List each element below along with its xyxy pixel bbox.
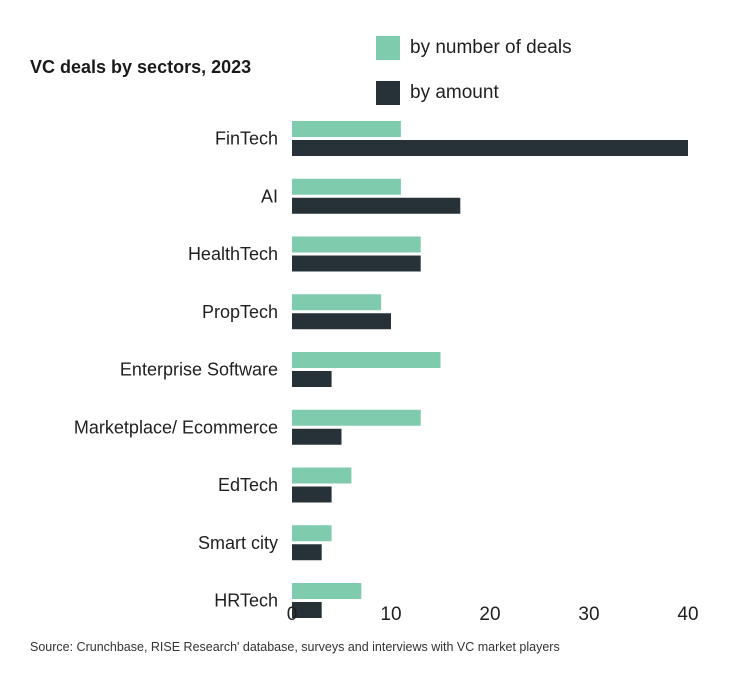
- category-label-enterprise-software: Enterprise Software: [120, 360, 278, 380]
- category-label-healthtech: HealthTech: [188, 244, 278, 264]
- source-note: Source: Crunchbase, RISE Research' datab…: [30, 640, 560, 654]
- bar-healthtech-deals: [292, 236, 421, 253]
- chart-title: VC deals by sectors, 2023: [30, 57, 252, 77]
- bar-enterprise-software-deals: [292, 352, 441, 368]
- legend-swatch-deals: [376, 36, 400, 60]
- bar-smart-city-deals: [292, 525, 332, 542]
- bar-proptech-amount: [292, 313, 391, 330]
- bar-fintech-deals: [292, 121, 401, 137]
- bar-edtech-amount: [292, 486, 332, 503]
- category-label-proptech: PropTech: [202, 302, 278, 322]
- bar-marketplace-ecommerce-amount: [292, 428, 342, 445]
- bar-edtech-deals: [292, 467, 352, 484]
- legend-label-deals: by number of deals: [410, 37, 572, 58]
- category-label-fintech: FinTech: [215, 129, 278, 149]
- category-label-marketplace-ecommerce: Marketplace/ Ecommerce: [74, 417, 278, 437]
- bar-healthtech-amount: [292, 255, 421, 272]
- bar-ai-deals: [292, 178, 401, 195]
- category-label-hrtech: HRTech: [214, 591, 278, 611]
- bar-enterprise-software-amount: [292, 371, 332, 387]
- legend-item-deals: by number of deals: [376, 35, 572, 61]
- bar-hrtech-amount: [292, 602, 322, 618]
- legend-label-amount: by amount: [410, 82, 499, 103]
- x-tick-label-40: 40: [677, 604, 698, 625]
- x-tick-label-0: 0: [287, 604, 298, 625]
- legend-item-amount: by amount: [376, 80, 499, 106]
- bar-smart-city-amount: [292, 544, 322, 561]
- category-label-edtech: EdTech: [218, 475, 278, 495]
- x-tick-label-20: 20: [479, 604, 500, 625]
- category-label-smart-city: Smart city: [198, 533, 278, 553]
- legend-swatch-amount: [376, 81, 400, 105]
- bar-chart: FinTech AI HealthTech PropTech Enterprise So…: [74, 121, 699, 625]
- category-label-ai: AI: [261, 186, 278, 206]
- bar-fintech-amount: [292, 140, 688, 156]
- x-tick-label-10: 10: [380, 604, 401, 625]
- bar-ai-amount: [292, 197, 461, 214]
- bar-hrtech-deals: [292, 583, 362, 599]
- x-tick-label-30: 30: [578, 604, 599, 625]
- bar-marketplace-ecommerce-deals: [292, 409, 421, 426]
- bar-proptech-deals: [292, 294, 382, 311]
